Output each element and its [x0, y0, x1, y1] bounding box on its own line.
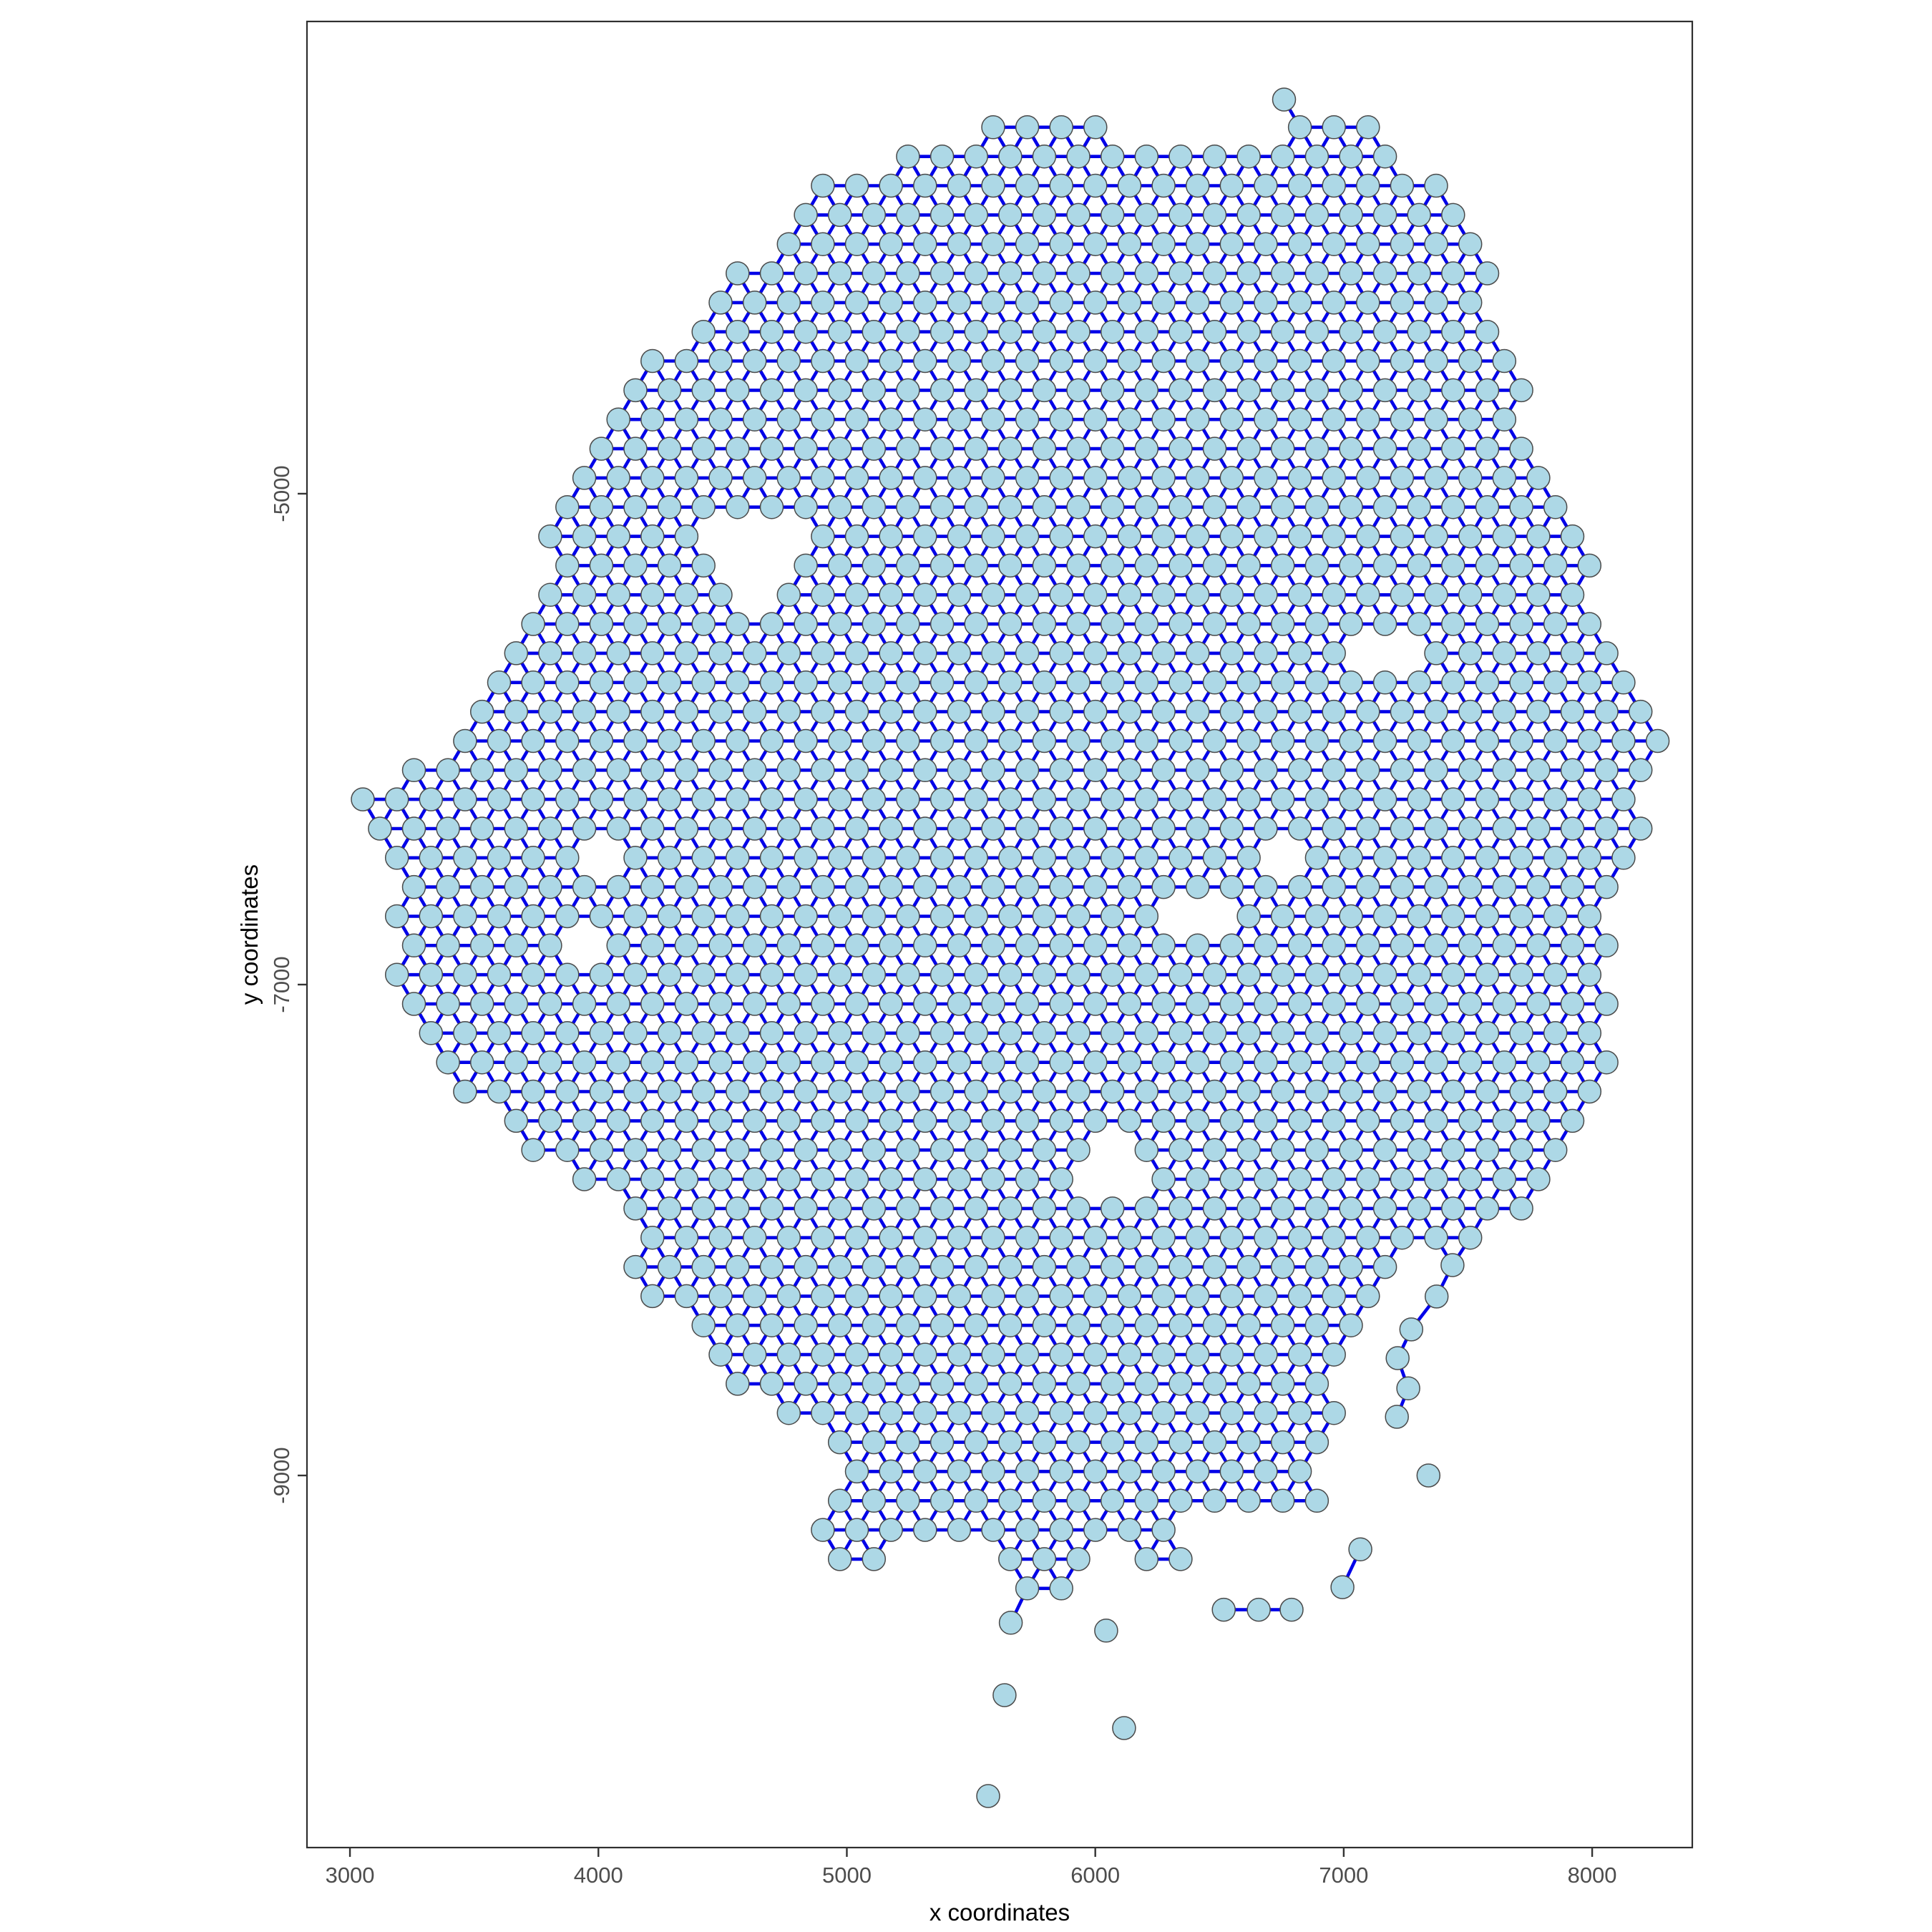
x-tick-label: 8000	[1568, 1863, 1617, 1888]
network-edges	[361, 98, 1659, 1624]
x-axis-title: x coordinates	[929, 1899, 1070, 1926]
x-tick-label: 5000	[822, 1863, 872, 1888]
y-tick-label: -5000	[269, 465, 294, 522]
x-tick-label: 4000	[574, 1863, 623, 1888]
network-nodes	[351, 87, 1670, 1808]
y-tick-label: -7000	[269, 956, 294, 1013]
x-tick-label: 7000	[1319, 1863, 1368, 1888]
y-tick-label: -9000	[269, 1447, 294, 1503]
x-tick-label: 3000	[326, 1863, 375, 1888]
x-tick-label: 6000	[1070, 1863, 1120, 1888]
y-axis-title: y coordinates	[236, 864, 263, 1005]
